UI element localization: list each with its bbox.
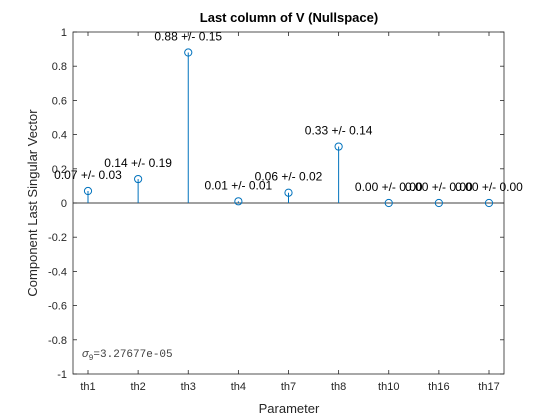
sigma-value: =3.27677e-05 [93, 349, 172, 361]
x-tick-label: th3 [181, 381, 196, 393]
stem-marker [184, 48, 193, 57]
x-tick-label: th10 [378, 381, 399, 393]
data-label: 0.01 +/- 0.01 [205, 178, 273, 192]
y-tick-label: -1 [57, 369, 67, 381]
stem-marker [384, 198, 393, 208]
stem-marker [284, 188, 293, 197]
x-tick-label: th7 [281, 381, 296, 393]
stem-marker [434, 198, 443, 208]
y-tick-label: 0.4 [52, 130, 67, 142]
y-axis: 1 0.8 0.6 0.4 0.2 0 -0.2 -0.4 -0.6 -0.8 -1 [48, 27, 504, 381]
y-tick-label: 0.2 [52, 164, 67, 176]
data-labels: 0.07 +/- 0.030.14 +/- 0.19 0.88 +/- 0.15 0… [54, 30, 523, 194]
x-tick-label: th1 [80, 381, 95, 393]
data-label: 0.88 +/- 0.15 [154, 30, 222, 44]
stem-marker [334, 142, 343, 151]
data-label: 0.07 +/- 0.03 [54, 168, 122, 182]
x-tick-label: th4 [231, 381, 246, 393]
sigma-symbol: σ [82, 349, 90, 361]
x-tick-label: th16 [428, 381, 449, 393]
x-axis: th1 th2 th3 th4 th7 th8 th10 th16 th17 [80, 32, 500, 393]
y-tick-label: 0 [61, 198, 67, 210]
stem-marker [484, 198, 494, 208]
data-label: 0.00 +/- 0.00 [455, 180, 523, 194]
y-axis-label: Component Last Singular Vector [25, 109, 40, 297]
data-label: 0.33 +/- 0.14 [305, 124, 373, 138]
sigma-subscript: 9 [89, 354, 94, 363]
stem-marker [83, 186, 93, 196]
y-tick-label: 0.6 [52, 95, 67, 107]
x-axis-label: Parameter [259, 401, 320, 416]
x-tick-label: th17 [478, 381, 499, 393]
y-tick-label: 1 [61, 27, 67, 39]
y-tick-label: -0.4 [48, 266, 67, 278]
y-tick-label: -0.6 [48, 301, 67, 313]
stem-marker [234, 197, 243, 206]
data-label: 0.14 +/- 0.19 [104, 156, 172, 170]
x-tick-label: th8 [331, 381, 346, 393]
chart-title: Last column of V (Nullspace) [200, 10, 378, 25]
y-tick-label: -0.2 [48, 232, 67, 244]
y-tick-label: -0.8 [48, 335, 67, 347]
stem-marker [134, 174, 143, 184]
y-tick-label: 0.8 [52, 61, 67, 73]
sigma-annotation: σ9=3.27677e-05 [82, 349, 173, 363]
data-label: 0.00 +/- 0.00 [355, 180, 423, 194]
data-label: 0.06 +/- 0.02 [255, 170, 323, 184]
x-tick-label: th2 [130, 381, 145, 393]
data-label: 0.00 +/- 0.00 [405, 180, 473, 194]
stem-series [83, 48, 494, 208]
